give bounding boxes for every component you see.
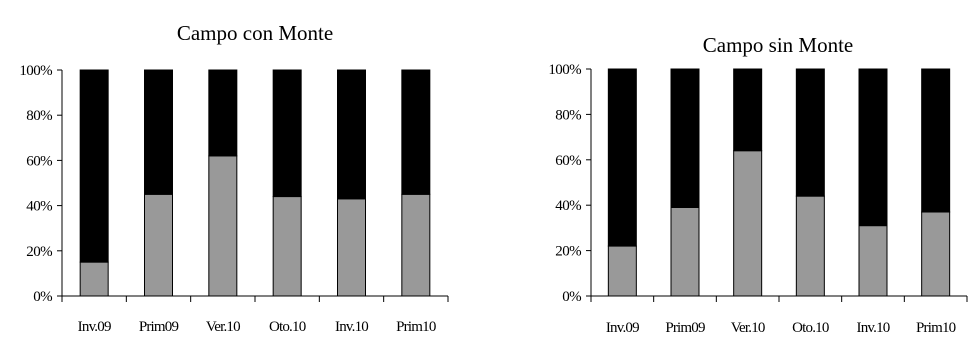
bar-segment-black bbox=[733, 68, 763, 152]
bar-segment-gray bbox=[921, 211, 951, 297]
chart-title: Campo con Monte bbox=[177, 21, 333, 45]
bar-segment-gray bbox=[858, 225, 888, 297]
x-tick-label: Inv.10 bbox=[335, 319, 368, 335]
bar-segment-gray bbox=[208, 155, 238, 297]
x-tick-label: Inv.09 bbox=[606, 320, 639, 336]
y-tick-label: 80% bbox=[555, 107, 581, 123]
x-tick-label: Oto.10 bbox=[269, 319, 306, 335]
bar-segment-black bbox=[795, 68, 825, 197]
chart-title: Campo sin Monte bbox=[703, 33, 854, 57]
bar-segment-black bbox=[670, 68, 700, 208]
x-tick-label: Prim09 bbox=[665, 320, 705, 336]
bar-segment-gray bbox=[79, 261, 109, 297]
y-tick-label: 20% bbox=[26, 244, 52, 260]
bar-segment-gray bbox=[795, 195, 825, 297]
y-tick-label: 80% bbox=[26, 108, 52, 124]
x-tick-label: Prim09 bbox=[139, 319, 179, 335]
x-tick-label: Inv.10 bbox=[857, 320, 890, 336]
x-tick-label: Prim10 bbox=[396, 319, 436, 335]
y-tick-label: 100% bbox=[19, 63, 52, 79]
x-tick-label: Inv.09 bbox=[78, 319, 111, 335]
y-tick-label: 40% bbox=[555, 198, 581, 214]
bar-segment-gray bbox=[144, 193, 173, 297]
y-tick-label: 60% bbox=[555, 153, 581, 169]
bar-segment-black bbox=[607, 68, 637, 247]
bar-segment-gray bbox=[401, 193, 431, 297]
x-tick-label: Oto.10 bbox=[792, 320, 829, 336]
y-tick-label: 100% bbox=[548, 62, 581, 78]
y-tick-label: 0% bbox=[562, 289, 581, 305]
x-tick-label: Ver.10 bbox=[206, 319, 240, 335]
y-tick-label: 40% bbox=[26, 199, 52, 215]
y-tick-label: 60% bbox=[26, 153, 52, 169]
x-tick-label: Prim10 bbox=[916, 320, 956, 336]
x-tick-label: Ver.10 bbox=[731, 320, 765, 336]
y-tick-label: 20% bbox=[555, 244, 581, 260]
bar-segment-gray bbox=[607, 245, 637, 297]
bar-segment-black bbox=[858, 68, 888, 227]
bar-segment-black bbox=[144, 69, 173, 195]
bar-segment-black bbox=[272, 69, 302, 198]
bar-segment-gray bbox=[670, 206, 700, 297]
bar-segment-gray bbox=[337, 198, 366, 297]
bar-segment-black bbox=[401, 69, 431, 195]
y-tick-label: 0% bbox=[33, 289, 52, 305]
chart-right: Campo sin Monte 0% 20% 40% 60% 80% 100% Inv.09… bbox=[548, 33, 968, 336]
bar-segment-black bbox=[208, 69, 238, 157]
bar-segment-black bbox=[921, 68, 951, 213]
bar-segment-black bbox=[337, 69, 366, 200]
chart-left: Campo con Monte 0% 20% 40% 60% 80% 100% Inv.09… bbox=[19, 21, 449, 335]
bar-segment-gray bbox=[733, 150, 763, 297]
bar-segment-gray bbox=[272, 196, 302, 297]
bar-segment-black bbox=[79, 69, 109, 263]
